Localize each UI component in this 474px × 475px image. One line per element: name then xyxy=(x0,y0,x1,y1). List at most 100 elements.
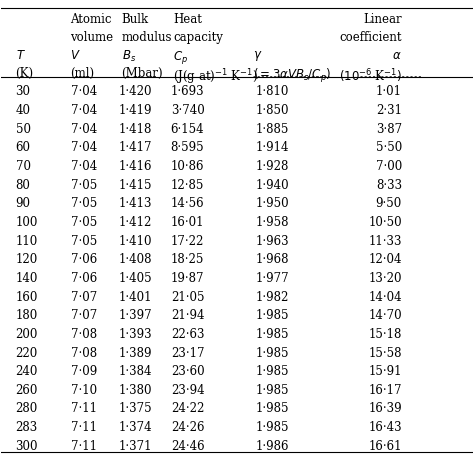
Text: 8·33: 8·33 xyxy=(376,179,402,191)
Text: 1·985: 1·985 xyxy=(255,421,289,434)
Text: Atomic: Atomic xyxy=(70,13,111,26)
Text: 16·17: 16·17 xyxy=(368,384,402,397)
Text: $T$: $T$ xyxy=(16,49,26,62)
Text: 260: 260 xyxy=(16,384,38,397)
Text: 1·963: 1·963 xyxy=(255,235,289,247)
Text: 1·985: 1·985 xyxy=(255,402,289,416)
Text: 1·413: 1·413 xyxy=(119,197,153,210)
Text: 220: 220 xyxy=(16,347,38,360)
Text: 7·04: 7·04 xyxy=(71,123,97,136)
Text: 1·985: 1·985 xyxy=(255,365,289,378)
Text: 14·56: 14·56 xyxy=(171,197,204,210)
Text: $\alpha$: $\alpha$ xyxy=(392,49,402,62)
Text: 10·50: 10·50 xyxy=(368,216,402,229)
Text: 10·86: 10·86 xyxy=(171,160,204,173)
Text: 2·31: 2·31 xyxy=(376,104,402,117)
Text: 5·50: 5·50 xyxy=(376,142,402,154)
Text: 13·20: 13·20 xyxy=(368,272,402,285)
Text: 6·154: 6·154 xyxy=(171,123,204,136)
Text: 7·04: 7·04 xyxy=(71,142,97,154)
Text: 11·33: 11·33 xyxy=(368,235,402,247)
Text: 90: 90 xyxy=(16,197,30,210)
Text: capacity: capacity xyxy=(173,31,223,44)
Text: 7·11: 7·11 xyxy=(71,421,97,434)
Text: 16·01: 16·01 xyxy=(171,216,204,229)
Text: 16·39: 16·39 xyxy=(368,402,402,416)
Text: 18·25: 18·25 xyxy=(171,253,204,266)
Text: 70: 70 xyxy=(16,160,30,173)
Text: 1·408: 1·408 xyxy=(119,253,153,266)
Text: $C_p$: $C_p$ xyxy=(173,49,189,66)
Text: Linear: Linear xyxy=(363,13,402,26)
Text: 240: 240 xyxy=(16,365,38,378)
Text: 1·380: 1·380 xyxy=(119,384,153,397)
Text: 300: 300 xyxy=(16,440,38,453)
Text: 1·371: 1·371 xyxy=(119,440,153,453)
Text: 1·985: 1·985 xyxy=(255,384,289,397)
Text: 1·810: 1·810 xyxy=(255,86,289,98)
Text: 7·04: 7·04 xyxy=(71,86,97,98)
Text: 16·43: 16·43 xyxy=(368,421,402,434)
Text: 1·415: 1·415 xyxy=(119,179,153,191)
Text: 7·05: 7·05 xyxy=(71,235,97,247)
Text: 7·00: 7·00 xyxy=(376,160,402,173)
Text: 50: 50 xyxy=(16,123,30,136)
Text: 1·417: 1·417 xyxy=(119,142,153,154)
Text: 1·401: 1·401 xyxy=(119,291,153,304)
Text: Bulk: Bulk xyxy=(121,13,149,26)
Text: 1·850: 1·850 xyxy=(255,104,289,117)
Text: 19·87: 19·87 xyxy=(171,272,204,285)
Text: 180: 180 xyxy=(16,309,38,322)
Text: (J(g at)$^{-1}$ K$^{-1}$): (J(g at)$^{-1}$ K$^{-1}$) xyxy=(173,67,258,86)
Text: 1·968: 1·968 xyxy=(255,253,289,266)
Text: (K): (K) xyxy=(16,67,34,80)
Text: 7·10: 7·10 xyxy=(71,384,97,397)
Text: 23·60: 23·60 xyxy=(171,365,204,378)
Text: modulus: modulus xyxy=(121,31,172,44)
Text: (ml): (ml) xyxy=(70,67,94,80)
Text: 200: 200 xyxy=(16,328,38,341)
Text: 15·58: 15·58 xyxy=(368,347,402,360)
Text: Heat: Heat xyxy=(173,13,202,26)
Text: 80: 80 xyxy=(16,179,30,191)
Text: 1·419: 1·419 xyxy=(119,104,153,117)
Text: 7·05: 7·05 xyxy=(71,179,97,191)
Text: 14·04: 14·04 xyxy=(368,291,402,304)
Text: 110: 110 xyxy=(16,235,38,247)
Text: 40: 40 xyxy=(16,104,30,117)
Text: (Mbar): (Mbar) xyxy=(121,67,163,80)
Text: 1·914: 1·914 xyxy=(255,142,289,154)
Text: volume: volume xyxy=(70,31,113,44)
Text: 7·11: 7·11 xyxy=(71,440,97,453)
Text: $(=3\alpha VB_s/C_p)$: $(=3\alpha VB_s/C_p)$ xyxy=(254,67,332,85)
Text: $B_s$: $B_s$ xyxy=(121,49,136,64)
Text: 7·08: 7·08 xyxy=(71,347,97,360)
Text: 3·87: 3·87 xyxy=(376,123,402,136)
Text: 1·693: 1·693 xyxy=(171,86,204,98)
Text: 1·885: 1·885 xyxy=(255,123,289,136)
Text: 1·405: 1·405 xyxy=(119,272,153,285)
Text: 15·91: 15·91 xyxy=(368,365,402,378)
Text: 14·70: 14·70 xyxy=(368,309,402,322)
Text: 7·08: 7·08 xyxy=(71,328,97,341)
Text: 7·05: 7·05 xyxy=(71,197,97,210)
Text: coefficient: coefficient xyxy=(339,31,402,44)
Text: 1·416: 1·416 xyxy=(119,160,153,173)
Text: 1·412: 1·412 xyxy=(119,216,152,229)
Text: 60: 60 xyxy=(16,142,30,154)
Text: 7·09: 7·09 xyxy=(71,365,97,378)
Text: 1·950: 1·950 xyxy=(255,197,289,210)
Text: 21·94: 21·94 xyxy=(171,309,204,322)
Text: 1·384: 1·384 xyxy=(119,365,153,378)
Text: 23·17: 23·17 xyxy=(171,347,204,360)
Text: 120: 120 xyxy=(16,253,38,266)
Text: $(10^{-6}$ K$^{-1})$: $(10^{-6}$ K$^{-1})$ xyxy=(339,67,402,85)
Text: 7·07: 7·07 xyxy=(71,291,97,304)
Text: 1·374: 1·374 xyxy=(119,421,153,434)
Text: 1·928: 1·928 xyxy=(255,160,289,173)
Text: 7·07: 7·07 xyxy=(71,309,97,322)
Text: 17·22: 17·22 xyxy=(171,235,204,247)
Text: 9·50: 9·50 xyxy=(376,197,402,210)
Text: 1·977: 1·977 xyxy=(255,272,289,285)
Text: 1·397: 1·397 xyxy=(119,309,153,322)
